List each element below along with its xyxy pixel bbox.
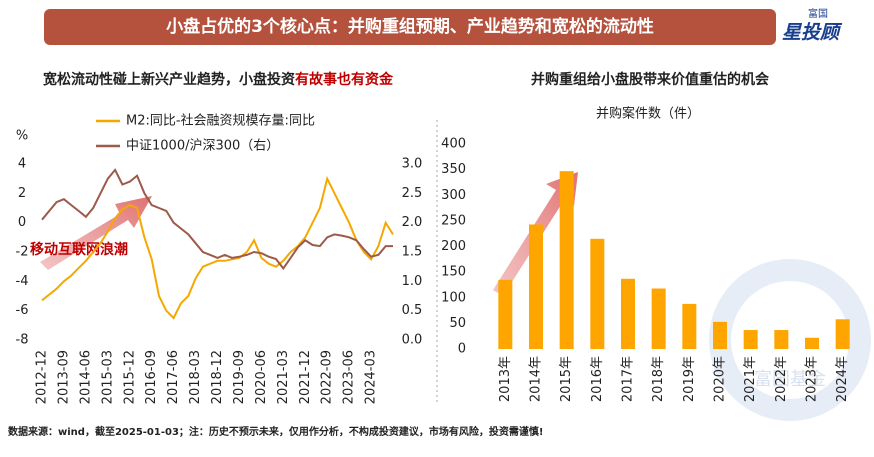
title-highlight: 有故事也有资金 xyxy=(295,71,394,88)
chart-title: 并购重组给小盘股带来价值重估的机会 xyxy=(531,71,770,88)
x-tick-label: 2017-06 xyxy=(166,350,181,404)
watermark: 富国基金 xyxy=(754,369,826,390)
x-tick-label: 2014年 xyxy=(529,356,544,402)
x-tick-label: 2015年 xyxy=(559,356,574,402)
bar xyxy=(835,319,850,349)
y-tick-label: -2 xyxy=(16,245,29,260)
x-tick-label: 2022年 xyxy=(774,356,789,402)
bar xyxy=(590,238,605,349)
x-tick-label: 2022-09 xyxy=(320,350,335,404)
x-tick-label: 2023年 xyxy=(805,356,820,402)
y2-tick-label: 0.5 xyxy=(402,303,423,318)
x-tick-label: 2015-03 xyxy=(100,350,115,404)
trend-arrow xyxy=(40,196,152,270)
footer: 数据来源：wind，截至2025-01-03；注：历史不预示未来，仅用作分析，不… xyxy=(8,425,543,438)
annotation: 移动互联网浪潮 xyxy=(30,241,128,258)
series-line xyxy=(41,175,394,320)
logo: 星投顾 xyxy=(782,22,843,44)
x-tick-label: 2019年 xyxy=(682,356,697,402)
y-tick-label: 100 xyxy=(441,290,466,305)
x-tick-label: 2021年 xyxy=(743,356,758,402)
x-tick-label: 2014-06 xyxy=(78,350,93,404)
x-tick-label: 2021-03 xyxy=(276,350,291,404)
y-tick-label: 50 xyxy=(449,316,466,331)
x-tick-label: 2020-06 xyxy=(254,350,269,404)
x-tick-label: 2013-09 xyxy=(56,350,71,404)
y-tick-label: 0 xyxy=(458,342,466,357)
bar xyxy=(621,278,635,349)
x-tick-label: 2023-06 xyxy=(342,350,357,404)
header-title: 小盘占优的3个核心点：并购重组预期、产业趋势和宽松的流动性 xyxy=(166,16,654,37)
bar xyxy=(498,279,513,349)
y-tick-label: 150 xyxy=(441,265,466,280)
bar xyxy=(743,330,758,349)
x-tick-label: 2015-12 xyxy=(122,350,137,404)
y-tick-label: -6 xyxy=(16,303,29,318)
header-banner xyxy=(44,9,776,45)
legend-label: M2:同比-社会融资规模存量:同比 xyxy=(126,113,315,129)
y2-tick-label: 2.5 xyxy=(402,186,423,201)
bar xyxy=(713,321,727,349)
y-tick-label: 0 xyxy=(18,215,26,230)
x-tick-label: 2019-09 xyxy=(232,350,247,404)
x-tick-label: 2016-09 xyxy=(144,350,159,404)
y2-tick-label: 0.0 xyxy=(402,333,423,348)
y-axis-label: % xyxy=(16,129,28,144)
y-tick-label: -4 xyxy=(16,274,29,289)
x-tick-label: 2017年 xyxy=(621,356,636,402)
y2-tick-label: 1.0 xyxy=(402,274,423,289)
y-tick-label: 250 xyxy=(441,213,466,228)
logo-top: 富国 xyxy=(808,7,828,20)
x-tick-label: 2018-12 xyxy=(210,350,225,404)
y-tick-label: 200 xyxy=(441,239,466,254)
x-tick-label: 2016年 xyxy=(590,356,605,402)
y-tick-label: 2 xyxy=(18,186,26,201)
x-tick-label: 2013年 xyxy=(498,356,513,402)
x-tick-label: 2021-12 xyxy=(298,350,313,404)
bar xyxy=(805,337,819,349)
x-tick-label: 2012-12 xyxy=(35,350,50,404)
x-tick-label: 2018年 xyxy=(651,356,666,402)
bar xyxy=(774,330,789,349)
bar xyxy=(682,303,697,349)
x-tick-label: 2018-03 xyxy=(188,350,203,404)
y-tick-label: 4 xyxy=(18,157,26,172)
y2-tick-label: 2.0 xyxy=(402,215,423,230)
legend-label: 中证1000/沪深300（右） xyxy=(126,138,279,154)
y-tick-label: 350 xyxy=(441,162,466,177)
y-tick-label: 300 xyxy=(441,188,466,203)
x-tick-label: 2024-03 xyxy=(364,350,379,404)
y-axis-label: 并购案件数（件） xyxy=(596,106,700,122)
series-line xyxy=(41,168,393,271)
bar xyxy=(529,224,543,349)
bar xyxy=(651,288,666,349)
y-tick-label: -8 xyxy=(16,333,29,348)
bar xyxy=(559,171,574,349)
chart-title: 宽松流动性碰上新兴产业趋势，小盘投资有故事也有资金 xyxy=(43,71,394,88)
x-tick-label: 2020年 xyxy=(713,356,728,402)
y2-tick-label: 1.5 xyxy=(402,245,423,260)
y-tick-label: 400 xyxy=(441,137,466,152)
x-tick-label: 2024年 xyxy=(835,356,850,402)
y2-tick-label: 3.0 xyxy=(402,157,423,172)
title-text: 宽松流动性碰上新兴产业趋势，小盘投资 xyxy=(43,71,295,88)
